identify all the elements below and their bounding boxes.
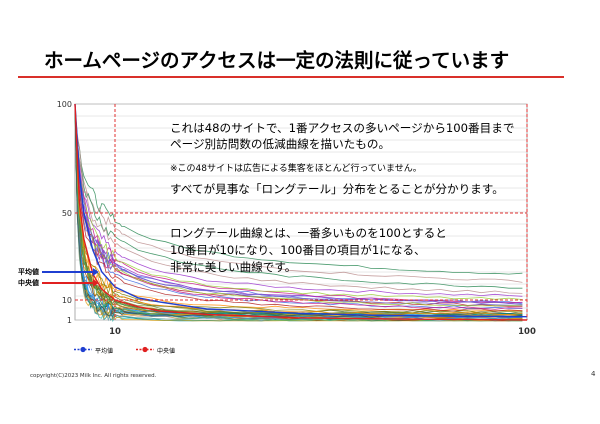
footer-copyright: copyright(C)2023 Milk Inc. All rights re… [30, 373, 157, 379]
average-series-line [74, 103, 528, 318]
site-series-line [74, 108, 523, 283]
site-series-line [74, 103, 523, 310]
reference-lines [75, 104, 528, 320]
note2: すべてが見事な「ロングテール」分布をとることが分かります。 [170, 182, 504, 196]
x-tick-label: 10 [109, 327, 121, 337]
site-series-line [74, 103, 523, 294]
note3-line3: 非常に美しい曲線です。 [170, 260, 297, 274]
legend-median-marker [136, 346, 154, 353]
note1-line2: ページ別訪問数の低減曲線を描いたもの。 [170, 137, 391, 151]
site-series-line [74, 103, 523, 297]
median-annotation-arrow [92, 279, 99, 287]
legend-dot [80, 346, 86, 353]
legend-average-marker [74, 346, 92, 353]
site-series-line [74, 103, 523, 289]
legend-average-label: 平均値 [95, 348, 114, 355]
slide-title: ホームページのアクセスは一定の法則に従っています [44, 49, 510, 72]
median-annotation: 中央値 [18, 279, 39, 287]
y-tick-label: 50 [62, 209, 72, 218]
y-tick-label: 10 [62, 296, 72, 305]
site-series-line [74, 103, 523, 312]
note3-line1: ロングテール曲線とは、一番多いものを100とすると [170, 226, 447, 240]
annotations [42, 268, 99, 287]
y-tick-label: 100 [57, 100, 72, 109]
title-rule [18, 76, 564, 78]
legend-median-label: 中央値 [157, 348, 176, 355]
average-annotation-arrow [92, 268, 99, 276]
tick-labels: 100 50 10 1 10 100 [57, 100, 536, 337]
note1-line1: これは48のサイトで、1番アクセスの多いページから100番目まで [170, 121, 515, 135]
site-series-line [74, 105, 523, 300]
site-series-line [74, 103, 523, 307]
site-series-line [74, 104, 523, 275]
average-annotation: 平均値 [18, 268, 39, 276]
legend-dot [142, 346, 148, 353]
note3-line2: 10番目が10になり、100番目の項目が1になる、 [170, 243, 426, 257]
page-number: 4 [591, 370, 596, 378]
site-series-line [74, 110, 523, 322]
legend [74, 346, 154, 353]
median-series-line [74, 103, 528, 321]
site-series-line [74, 103, 523, 305]
y-tick-label: 1 [67, 316, 72, 325]
note-small: ※この48サイトは広告による集客をほとんど行っていません。 [170, 164, 422, 174]
summary-series-group [74, 103, 528, 321]
x-tick-label: 100 [518, 327, 536, 337]
site-series-line [74, 103, 523, 316]
